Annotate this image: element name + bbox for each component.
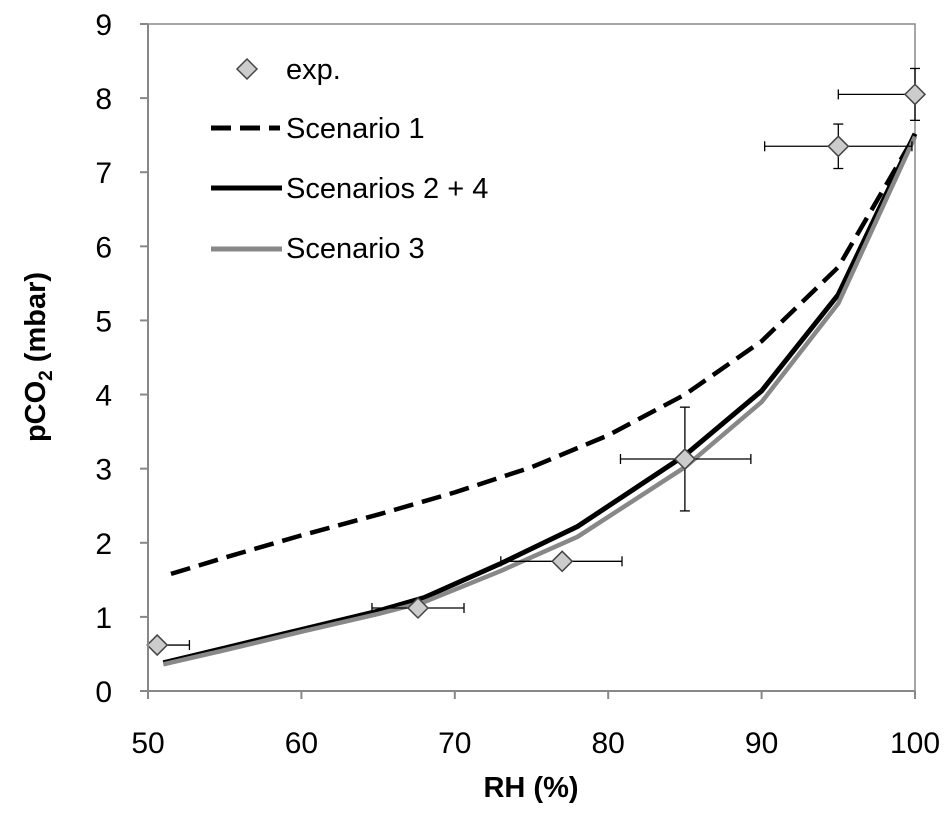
- exp-point: [551, 550, 574, 573]
- legend: exp. Scenario 1 Scenarios 2 + 4 Scenario…: [211, 54, 488, 265]
- y-tick-label: 8: [95, 83, 112, 116]
- experimental-points-layer: [146, 67, 927, 657]
- legend-scenarios-2-4-label: Scenarios 2 + 4: [286, 173, 488, 205]
- y-tick-label: 2: [95, 528, 112, 561]
- x-tick-label: 100: [890, 727, 940, 760]
- legend-scenario-1-label: Scenario 1: [286, 113, 425, 145]
- y-tick-label: 9: [95, 9, 112, 42]
- y-tick-label: 6: [95, 231, 112, 264]
- x-tick-label: 60: [285, 727, 318, 760]
- y-tick-label: 1: [95, 602, 112, 635]
- scenario-1-line: [170, 134, 917, 577]
- y-axis-title-subscript: 2: [36, 370, 57, 381]
- x-tick-label: 90: [745, 727, 778, 760]
- axis-layer: 50 60 70 80 90 100 0 1 2 3 4 5 6 7 8 9: [95, 9, 940, 760]
- exp-point: [673, 447, 696, 471]
- exp-point: [903, 83, 927, 106]
- exp-point: [146, 633, 169, 657]
- exp-point: [406, 596, 430, 620]
- exp-point: [827, 135, 850, 158]
- y-tick-label: 7: [95, 157, 112, 190]
- legend-exp-label: exp.: [286, 54, 341, 86]
- y-axis-title-unit: (mbar): [20, 272, 52, 370]
- scenario-3-line: [162, 135, 918, 667]
- y-tick-label: 5: [95, 305, 112, 338]
- x-tick-label: 70: [438, 727, 471, 760]
- x-axis-title: RH (%): [483, 772, 578, 804]
- x-tick-label: 80: [592, 727, 625, 760]
- x-tick-label: 50: [131, 727, 164, 760]
- y-tick-label: 4: [95, 380, 112, 413]
- y-tick-label: 3: [95, 454, 112, 487]
- legend-exp-marker: [235, 57, 259, 81]
- y-tick-label: 0: [95, 676, 112, 709]
- y-axis-title: pCO2 (mbar): [20, 272, 57, 442]
- legend-scenario-3-label: Scenario 3: [286, 233, 425, 265]
- y-axis-title-main: pCO: [20, 381, 52, 442]
